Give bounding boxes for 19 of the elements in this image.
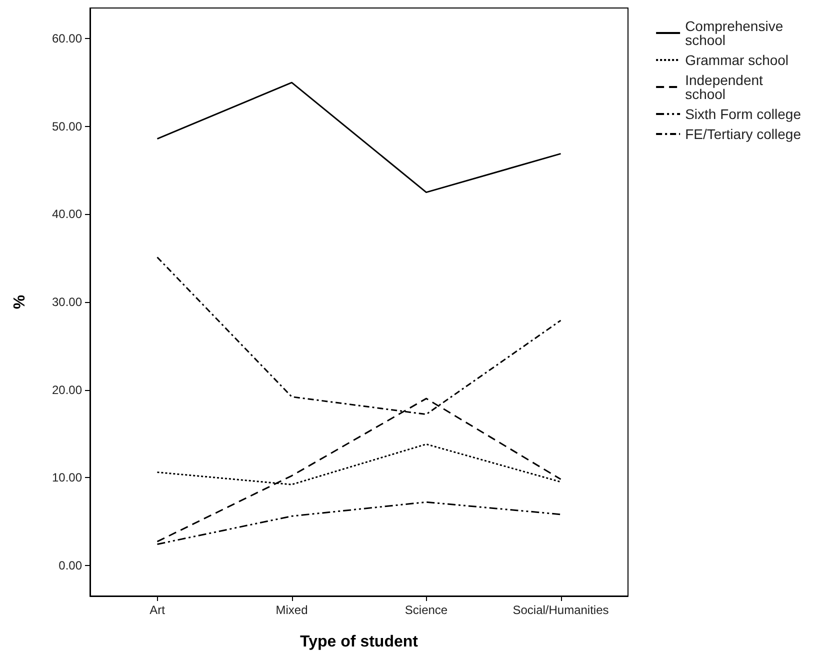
y-tick-label: 50.00 xyxy=(52,119,82,134)
y-tick-label: 10.00 xyxy=(52,470,82,485)
legend-label: Grammar school xyxy=(685,52,789,68)
x-tick-label: Science xyxy=(404,603,448,617)
x-tick-label: Social/Humanities xyxy=(512,603,609,617)
x-axis-title: Type of student xyxy=(300,634,419,650)
legend-label: Independent school xyxy=(685,72,767,102)
x-tick-label: Mixed xyxy=(276,603,308,617)
legend-label: FE/Tertiary college xyxy=(685,126,802,142)
y-tick-label: 40.00 xyxy=(52,207,82,222)
x-tick-label: Art xyxy=(150,603,166,617)
line-series xyxy=(156,82,562,194)
y-tick-label: 60.00 xyxy=(52,32,82,46)
y-axis-title: % xyxy=(12,294,28,310)
legend-label: Sixth Form college xyxy=(685,106,802,122)
y-tick-label: 0.00 xyxy=(58,558,82,572)
y-tick-label: 30.00 xyxy=(52,295,82,309)
y-tick-label: 20.00 xyxy=(52,382,82,397)
legend-label: Comprehensive school xyxy=(685,18,788,48)
